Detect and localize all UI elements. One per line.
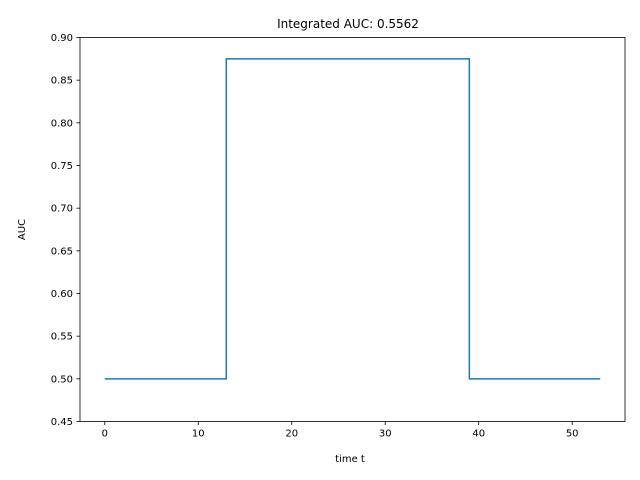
y-tick-label: 0.80 [51,118,73,129]
x-tick-label: 40 [472,429,485,440]
y-axis-label: AUC [17,219,28,240]
chart-title: Integrated AUC: 0.5562 [277,17,419,31]
y-tick-label: 0.50 [51,374,73,385]
plot-area [104,58,601,380]
axes-frame [79,37,626,422]
x-tick-label: 0 [102,429,108,440]
y-axis: 0.45 0.50 0.55 0.60 0.65 0.70 0.75 0.80 0.85 0.90 [51,33,80,428]
x-axis: 0 10 20 30 40 50 [102,421,579,440]
y-tick-label: 0.45 [51,417,73,428]
x-tick-label: 30 [379,429,392,440]
x-tick-label: 50 [566,429,579,440]
x-axis-label: time t [335,454,365,465]
y-tick-label: 0.65 [51,246,73,257]
y-tick-label: 0.75 [51,161,73,172]
x-tick-label: 10 [192,429,205,440]
auc-step-line-0 [104,58,601,380]
y-tick-label: 0.70 [51,204,73,215]
y-tick-label: 0.90 [51,33,73,44]
y-tick-label: 0.85 [51,76,73,87]
y-tick-label: 0.55 [51,332,73,343]
x-tick-label: 20 [285,429,298,440]
y-tick-label: 0.60 [51,289,73,300]
